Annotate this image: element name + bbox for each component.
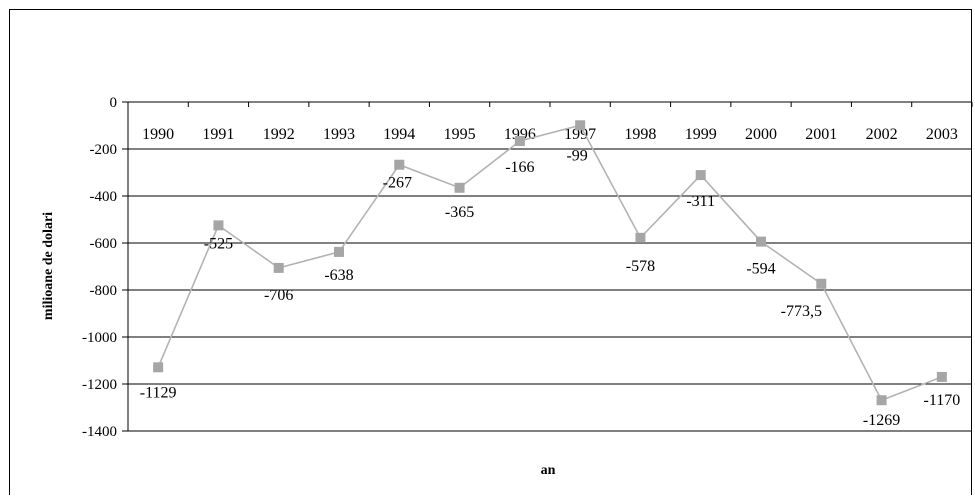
data-label: -1170 [923,392,960,409]
x-axis-title: an [541,463,556,478]
data-label: -99 [566,147,587,164]
data-point [635,232,646,243]
category-label: 1995 [444,126,476,143]
y-tick-label: -1200 [82,377,117,393]
data-point [273,262,284,273]
category-label: 2001 [805,126,837,143]
category-label: 1998 [624,126,656,143]
data-point [334,246,344,257]
axes [122,101,973,432]
data-label: -525 [204,235,233,252]
series [153,120,947,406]
data-label: -365 [445,204,474,221]
data-label: -1129 [140,384,177,401]
data-point [213,220,224,231]
category-label: 1992 [263,126,295,143]
category-label: 2003 [926,126,958,143]
data-label: -706 [264,287,293,304]
data-label: -311 [686,193,715,210]
data-point [756,236,766,247]
data-labels: -1129 -525 -706 -638 -267 -365 -166 -99 -578 -311… [140,147,960,429]
data-point [695,170,706,181]
data-point [936,371,947,382]
category-labels: 1990 1991 1992 1993 1994 1995 1996 1997 1998 1999… [142,126,958,143]
category-label: 1991 [202,126,234,143]
data-point [454,182,465,193]
category-label: 2002 [866,126,898,143]
y-tick-label: -600 [90,236,118,252]
category-label: 1990 [142,126,174,143]
data-label: -166 [505,159,534,176]
category-label: 1999 [685,126,717,143]
category-label: 1993 [323,126,355,143]
data-point [575,120,586,131]
y-tick-label: -1400 [82,424,117,440]
gridlines [128,148,972,432]
data-label: -594 [746,261,775,278]
data-label: -1269 [863,412,900,429]
chart-frame [9,9,972,495]
data-point [394,159,405,170]
y-tick-label: -1000 [82,330,117,346]
y-tick-labels: 0 -200 -400 -600 -800 -1000 -1200 -1400 [82,95,117,440]
category-label: 1994 [383,126,415,143]
y-tick-label: -400 [90,189,118,205]
y-axis-title: milioane de dolari [41,212,56,320]
y-tick-label: 0 [110,95,118,111]
series-line [157,124,943,402]
data-label: -267 [383,175,412,192]
y-tick-label: -200 [90,142,118,158]
data-point [514,136,525,147]
data-label: -638 [324,267,353,284]
data-point [153,362,164,373]
y-tick-label: -800 [90,283,118,299]
data-point [876,395,887,406]
data-label: -578 [626,258,655,275]
data-point [816,278,827,289]
category-label: 2000 [745,126,777,143]
data-label: -773,5 [781,303,822,320]
